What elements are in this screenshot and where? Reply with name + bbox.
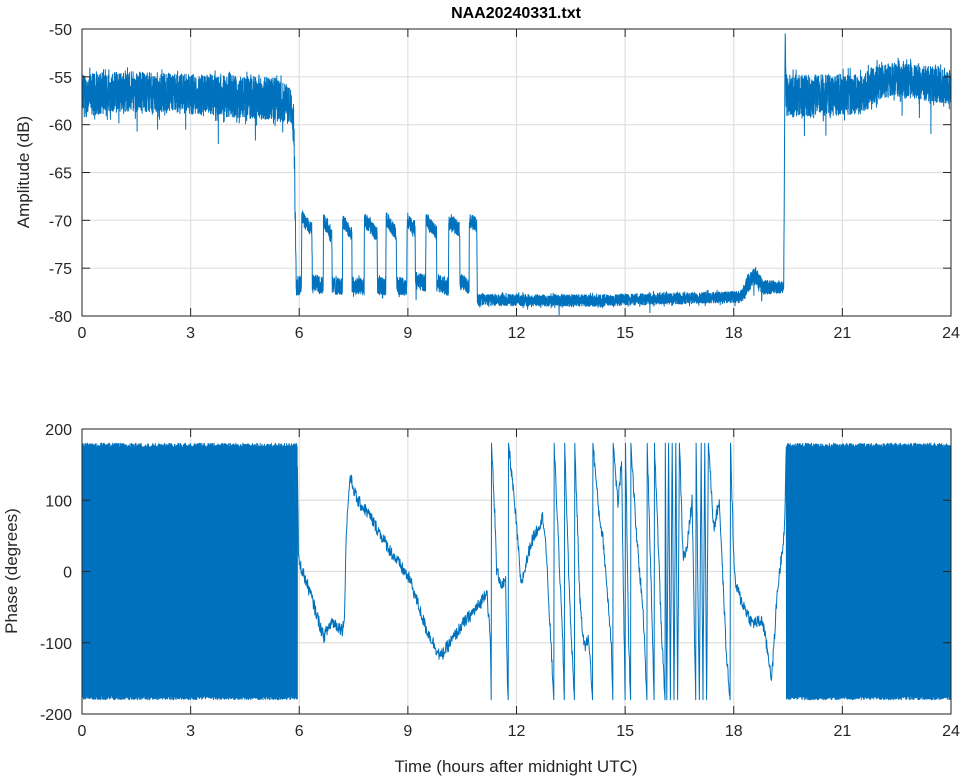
x-axis-label: Time (hours after midnight UTC): [394, 757, 637, 776]
x-tick-label: 9: [403, 723, 412, 740]
y-tick-label: -80: [49, 309, 72, 326]
x-tick-label: 0: [78, 723, 87, 740]
amplitude-axes: 0 3 6 9 12 15 18 21 24 -50 -55 -60 -65 -70 -75 -80: [49, 22, 960, 342]
y-tick-label: 0: [63, 565, 72, 582]
x-tick-label: 24: [942, 325, 960, 342]
phase-series-line: [81, 442, 952, 701]
y-tick-label: -65: [49, 166, 72, 183]
x-tick-label: 0: [78, 325, 87, 342]
x-tick-label: 21: [833, 325, 851, 342]
y-tick-label: 100: [45, 493, 72, 510]
x-tick-label: 6: [295, 723, 304, 740]
x-tick-label: 15: [616, 325, 634, 342]
x-tick-label: 12: [508, 723, 526, 740]
x-tick-label: 12: [508, 325, 526, 342]
y-tick-label: -70: [49, 213, 72, 230]
chart-title: NAA20240331.txt: [451, 5, 582, 22]
x-tick-label: 18: [725, 723, 743, 740]
y-tick-label: -75: [49, 261, 72, 278]
amplitude-series-line: [81, 33, 952, 316]
x-tick-label: 15: [616, 723, 634, 740]
amplitude-y-axis-label: Amplitude (dB): [14, 116, 33, 228]
x-tick-label: 6: [295, 325, 304, 342]
y-tick-label: -60: [49, 118, 72, 135]
x-tick-label: 9: [403, 325, 412, 342]
phase-axes: 0 3 6 9 12 15 18 21 24 200 100 0 -100 -200: [40, 422, 960, 740]
x-tick-label: 3: [186, 723, 195, 740]
x-tick-label: 21: [833, 723, 851, 740]
x-tick-label: 24: [942, 723, 960, 740]
phase-y-axis-label: Phase (degrees): [2, 508, 21, 634]
y-tick-label: -100: [40, 636, 72, 653]
x-tick-label: 18: [725, 325, 743, 342]
y-tick-label: -200: [40, 707, 72, 724]
y-tick-label: -55: [49, 70, 72, 87]
x-tick-label: 3: [186, 325, 195, 342]
y-tick-label: -50: [49, 22, 72, 39]
y-tick-label: 200: [45, 422, 72, 439]
